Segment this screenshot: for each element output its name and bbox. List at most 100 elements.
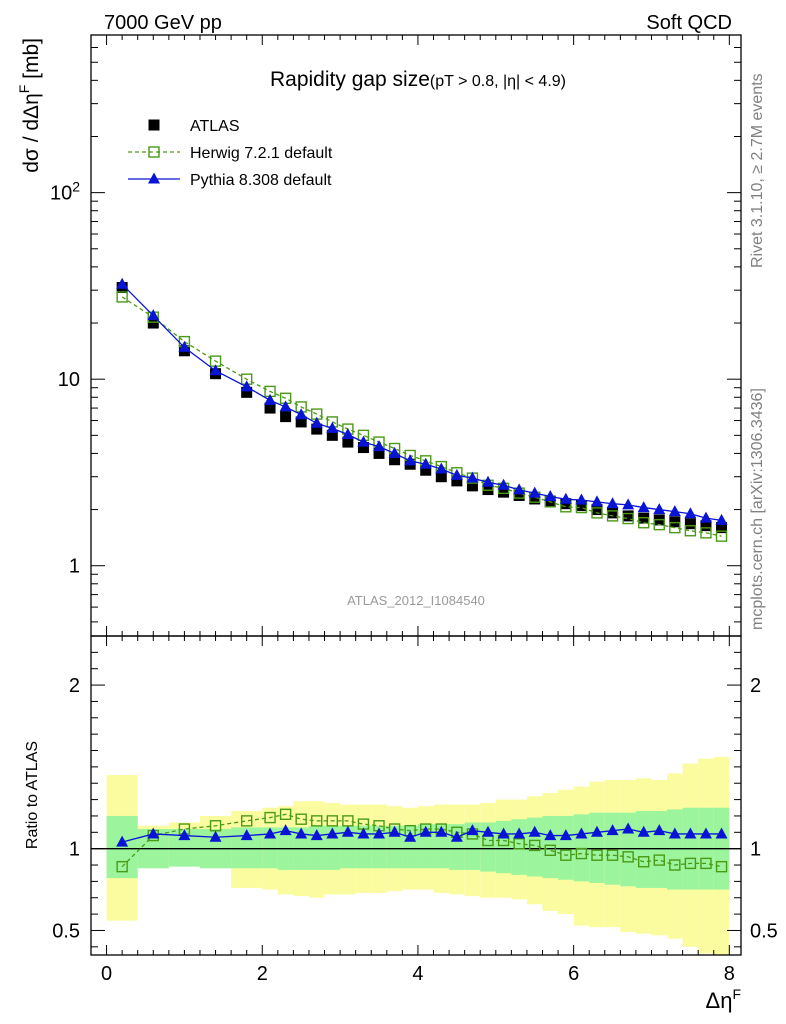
data-point (450, 468, 463, 480)
stat-uncertainty-band-bin (558, 815, 574, 880)
y-tick-label-right: 0.5 (750, 920, 778, 942)
ratio-point (590, 825, 603, 837)
ratio-point (715, 827, 728, 839)
x-tick-label: 2 (257, 963, 268, 985)
data-point (116, 291, 128, 303)
data-point (700, 520, 712, 532)
chart-title: Rapidity gap size(pT > 0.8, |η| < 4.9) (270, 68, 566, 91)
data-point (264, 402, 276, 414)
ratio-point (559, 829, 572, 841)
ratio-point (450, 830, 463, 842)
ratio-point (147, 827, 160, 839)
ratio-point (295, 813, 307, 825)
data-point (607, 507, 619, 519)
x-tick-label: 4 (412, 963, 423, 985)
legend-marker (148, 119, 160, 131)
series-line (121, 283, 722, 522)
legend-marker (148, 146, 160, 158)
legend-marker (148, 172, 160, 184)
ratio-point (622, 851, 634, 863)
ratio-point (279, 824, 292, 836)
ratio-point (326, 827, 339, 839)
legend-label: Herwig 7.2.1 default (190, 145, 333, 162)
data-point (326, 429, 338, 441)
ratio-point (388, 825, 401, 837)
y-tick-label: 10 (58, 369, 80, 391)
data-point (606, 497, 619, 509)
data-point (280, 411, 292, 423)
data-point (419, 457, 432, 469)
data-point (684, 518, 696, 530)
data-point (575, 500, 587, 512)
ratio-point (544, 844, 556, 857)
data-point (389, 454, 401, 466)
data-point (622, 498, 635, 510)
ratio-point (715, 860, 728, 873)
ratio-point (373, 827, 386, 839)
data-point (404, 454, 417, 466)
side-label-rivet: Rivet 3.1.10, ≥ 2.7M events (749, 73, 766, 268)
ratio-frame (90, 635, 742, 956)
y-axis-label: dσ / dΔηF [mb] (16, 38, 43, 173)
data-point (637, 501, 650, 513)
ratio-point (310, 829, 323, 841)
legend-item: Herwig 7.2.1 default (128, 145, 333, 162)
ratio-point (497, 827, 510, 839)
data-point (466, 471, 479, 483)
ratio-point (700, 857, 712, 870)
ratio-point (240, 829, 253, 841)
y-tick-label: 0.5 (52, 920, 80, 942)
data-point (147, 317, 159, 329)
legend-label: Pythia 8.308 default (190, 172, 332, 189)
ratio-point (240, 815, 253, 827)
main-y-ticks: 1 10 102 (50, 34, 741, 623)
data-point (668, 505, 681, 517)
data-point (716, 522, 728, 534)
ratio-point (637, 856, 650, 868)
ratio-point (591, 849, 603, 861)
data-point (311, 423, 323, 435)
ratio-point (357, 827, 370, 839)
data-point (513, 483, 526, 495)
data-point (544, 495, 556, 507)
data-point (388, 446, 401, 458)
stat-uncertainty-band-bin (542, 815, 559, 879)
ratio-point (699, 827, 712, 839)
ratio-point (544, 829, 557, 841)
series-line (121, 296, 722, 537)
y-tick-label-right: 1 (750, 839, 761, 861)
data-point (466, 480, 478, 492)
ratio-point (435, 825, 448, 837)
data-point (116, 277, 129, 289)
data-point (669, 516, 681, 528)
x-axis-label: ΔηF (706, 986, 742, 1013)
data-point (357, 435, 370, 447)
ratio-point (466, 824, 479, 836)
ratio-point (482, 825, 495, 837)
data-point (622, 510, 634, 522)
data-point (295, 408, 308, 420)
stat-uncertainty-band-bin (651, 811, 668, 888)
ratio-point (606, 849, 619, 861)
ratio-point (684, 857, 697, 870)
ratio-point (419, 825, 432, 837)
ratio-point (513, 827, 526, 839)
series-herwig (116, 291, 728, 542)
ratio-point (116, 835, 129, 847)
data-point (715, 530, 728, 542)
data-point (590, 495, 603, 507)
data-point (435, 471, 447, 483)
data-point (451, 475, 463, 487)
data-point (482, 475, 495, 487)
y-tick-label: 102 (50, 179, 80, 205)
legend-label: ATLAS (190, 118, 240, 135)
legend: ATLAS Herwig 7.2.1 default Pythia 8.308 de… (128, 118, 333, 189)
data-point (295, 416, 307, 428)
main-frame (90, 34, 742, 637)
ratio-point (669, 859, 681, 871)
ratio-point (653, 854, 665, 866)
ratio-point (637, 825, 650, 837)
data-point (529, 493, 541, 505)
data-point (279, 400, 292, 412)
ratio-point (209, 830, 222, 842)
